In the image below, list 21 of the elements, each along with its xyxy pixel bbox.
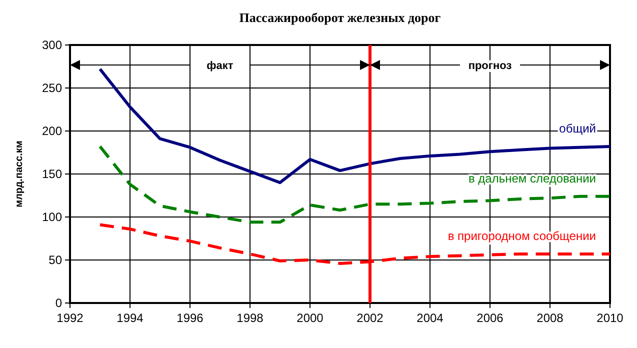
x-tick-label: 1992 (56, 311, 84, 325)
x-tick-label: 1994 (116, 311, 144, 325)
x-tick-label: 2010 (596, 311, 624, 325)
y-tick-label: 50 (48, 253, 62, 267)
x-tick-label: 2002 (356, 311, 384, 325)
y-axis-title: млрд.пасс.км (14, 140, 25, 208)
x-tick-label: 2004 (416, 311, 444, 325)
y-tick-label: 300 (42, 38, 62, 52)
y-tick-label: 200 (42, 124, 62, 138)
y-tick-label: 0 (55, 296, 62, 310)
y-tick-label: 250 (42, 81, 62, 95)
x-tick-label: 1996 (176, 311, 204, 325)
x-tick-label: 2006 (476, 311, 504, 325)
y-tick-label: 100 (42, 210, 62, 224)
x-tick-label: 1998 (236, 311, 264, 325)
x-tick-label: 2008 (536, 311, 564, 325)
y-tick-label: 150 (42, 167, 62, 181)
annotation: факт (206, 60, 234, 72)
line-series (98, 144, 612, 224)
chart-title: Пассажирооборот железных дорог (239, 10, 441, 25)
x-tick-label: 2000 (296, 311, 324, 325)
